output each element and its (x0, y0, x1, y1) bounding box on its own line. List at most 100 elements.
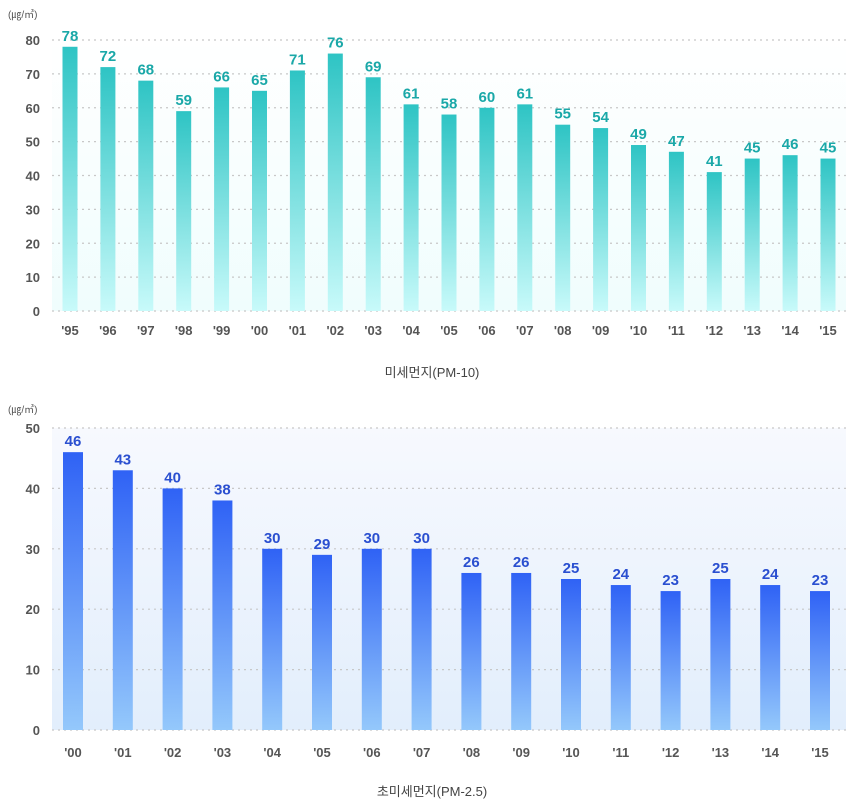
pm25-bar (312, 554, 332, 730)
pm25-data-label: 24 (612, 566, 629, 583)
pm25-x-tick-label: '02 (164, 745, 182, 760)
pm25-data-label: 26 (513, 554, 530, 571)
pm10-data-label: 59 (175, 92, 192, 109)
pm25-x-tick-label: '06 (363, 745, 381, 760)
pm25-data-label: 24 (762, 566, 779, 583)
pm10-x-tick-label: '96 (99, 323, 117, 338)
pm25-x-tick-label: '15 (811, 745, 829, 760)
pm10-x-tick-label: '02 (327, 323, 345, 338)
pm10-bar (668, 151, 684, 311)
pm25-data-label: 25 (563, 560, 580, 577)
pm10-x-tick-label: '97 (137, 323, 155, 338)
pm25-x-tick-label: '01 (114, 745, 132, 760)
pm10-y-tick-label: 60 (26, 101, 40, 116)
pm25-bar (112, 470, 133, 730)
pm25-data-label: 26 (463, 554, 480, 571)
pm10-bar (517, 104, 533, 311)
pm25-x-tick-label: '10 (562, 745, 580, 760)
pm10-data-label: 61 (516, 85, 533, 102)
pm25-bar (511, 572, 532, 730)
pm10-y-tick-label: 0 (33, 304, 40, 319)
pm10-data-label: 66 (213, 68, 230, 85)
pm10-data-label: 46 (782, 136, 799, 153)
pm25-x-tick-label: '00 (64, 745, 82, 760)
pm10-bar (176, 111, 192, 311)
pm25-x-tick-label: '14 (761, 745, 779, 760)
pm10-data-label: 49 (630, 126, 647, 143)
pm25-data-label: 43 (114, 451, 131, 468)
pm10-x-tick-label: '11 (668, 323, 685, 338)
pm10-y-tick-label: 40 (26, 169, 40, 184)
pm25-x-tick-label: '04 (263, 745, 281, 760)
pm25-x-tick-label: '09 (512, 745, 530, 760)
pm25-y-tick-label: 40 (26, 481, 40, 496)
pm10-y-tick-label: 70 (26, 67, 40, 82)
pm10-bar (744, 158, 760, 311)
pm25-data-label: 23 (662, 572, 679, 589)
pm25-x-tick-label: '13 (712, 745, 730, 760)
pm10-bar (100, 67, 116, 311)
pm25-bar (212, 500, 233, 730)
pm10-bar (365, 77, 381, 311)
pm10-x-tick-label: '15 (819, 323, 837, 338)
pm25-bar (610, 585, 631, 730)
pm10-y-tick-label: 20 (26, 236, 40, 251)
pm10-bar (631, 145, 646, 311)
pm10-x-tick-label: '01 (289, 323, 307, 338)
pm10-x-tick-label: '09 (592, 323, 610, 338)
pm25-chart: (㎍/㎥) 0 10 20 30 40 50 46 '00 43 '01 40 '02 38 '03 30 '… (8, 403, 846, 799)
pm10-data-label: 61 (403, 85, 420, 102)
pm25-x-tick-label: '08 (463, 745, 481, 760)
pm10-data-label: 69 (365, 58, 382, 75)
pm10-chart-title: 미세먼지(PM-10) (385, 365, 480, 380)
pm25-x-tick-label: '12 (662, 745, 680, 760)
pm10-data-label: 71 (289, 51, 306, 68)
pm10-data-label: 65 (251, 72, 268, 89)
pm10-x-tick-label: '99 (213, 323, 231, 338)
pm10-bar (138, 80, 154, 312)
pm10-data-label: 60 (479, 89, 496, 106)
pm10-bar (782, 155, 798, 311)
pm25-y-tick-label: 20 (26, 602, 40, 617)
pm10-bar (593, 128, 609, 311)
pm25-chart-title: 초미세먼지(PM-2.5) (377, 784, 487, 799)
pm25-data-label: 40 (164, 469, 181, 486)
pm10-data-label: 55 (554, 106, 571, 123)
pm10-x-tick-label: '04 (402, 323, 420, 338)
pm10-y-tick-label: 80 (26, 33, 40, 48)
pm10-data-label: 47 (668, 133, 685, 150)
pm10-data-label: 45 (820, 140, 837, 157)
pm25-data-label: 30 (413, 530, 430, 547)
pm10-data-label: 54 (592, 109, 609, 126)
pm10-bar (403, 104, 419, 311)
pm10-y-tick-label: 50 (26, 135, 40, 150)
pm25-y-tick-label: 10 (26, 663, 40, 678)
pm10-bar (820, 158, 836, 311)
pm10-x-tick-label: '95 (61, 323, 79, 338)
pm25-bar (760, 585, 781, 730)
pm25-data-label: 23 (812, 572, 829, 589)
pm25-data-label: 25 (712, 560, 729, 577)
pm25-bar (461, 572, 482, 730)
pm25-bar (262, 548, 283, 730)
pm25-data-label: 29 (314, 536, 331, 553)
pm10-x-tick-label: '13 (743, 323, 761, 338)
pm25-bar (710, 579, 731, 730)
pm10-y-tick-label: 30 (26, 202, 40, 217)
pm10-x-tick-label: '14 (781, 323, 799, 338)
pm25-bar (561, 579, 581, 730)
pm10-data-label: 58 (441, 96, 458, 113)
pm25-data-label: 38 (214, 481, 231, 498)
pm10-data-label: 76 (327, 35, 344, 52)
pm25-unit-label: (㎍/㎥) (8, 403, 37, 416)
pm10-chart: (㎍/㎥) 0 10 20 30 40 50 60 70 80 78 '95 72 '96 68 '97 59… (8, 8, 846, 380)
pm25-x-tick-label: '07 (413, 745, 431, 760)
pm10-bar (555, 124, 571, 311)
pm25-data-label: 30 (264, 530, 281, 547)
pm10-x-tick-label: '08 (554, 323, 572, 338)
pm10-data-label: 41 (706, 153, 723, 170)
pm10-data-label: 45 (744, 140, 761, 157)
pm10-data-label: 78 (62, 28, 79, 45)
pm25-bar (411, 548, 432, 730)
pm25-x-tick-label: '03 (214, 745, 232, 760)
